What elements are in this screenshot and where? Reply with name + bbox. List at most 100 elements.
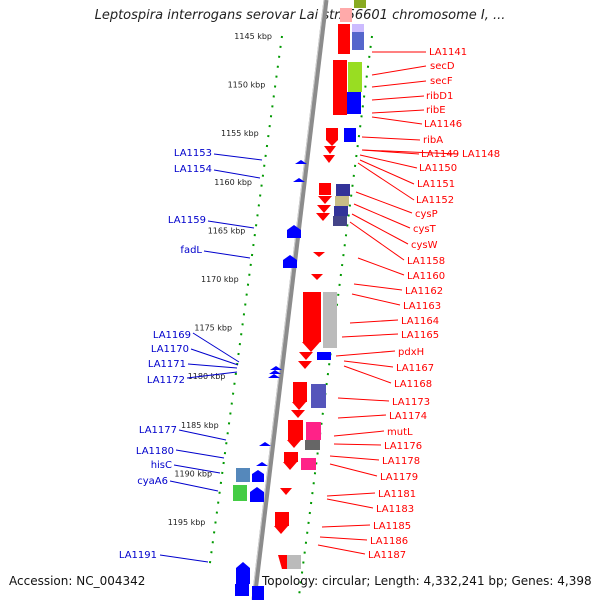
gene-feature[interactable] [274,526,288,534]
gene-label-la1185[interactable]: LA1185 [373,521,411,532]
gene-feature[interactable] [344,128,356,142]
gene-label-ribe[interactable]: ribE [426,105,446,116]
gene-feature[interactable] [348,62,362,92]
gene-feature[interactable] [335,196,349,206]
gene-feature[interactable] [334,206,348,216]
gene-label-la1146[interactable]: LA1146 [424,119,462,130]
gene-feature[interactable] [352,30,364,50]
gene-label-la1149[interactable]: LA1149 [421,149,459,160]
gene-feature[interactable] [323,292,337,348]
gene-label-ribd1[interactable]: ribD1 [426,91,453,102]
gene-label-cyaa6[interactable]: cyaA6 [137,476,168,487]
gene-feature[interactable] [326,128,338,146]
gene-feature[interactable] [340,8,352,22]
gene-feature[interactable] [293,178,305,182]
gene-feature[interactable] [252,586,264,600]
gene-feature[interactable] [317,352,331,360]
gene-label-la1191[interactable]: LA1191 [119,550,157,561]
gene-label-la1152[interactable]: LA1152 [416,195,454,206]
gene-label-la1165[interactable]: LA1165 [401,330,439,341]
gene-feature[interactable] [284,452,298,462]
gene-label-pdxh[interactable]: pdxH [398,347,424,358]
gene-feature[interactable] [318,196,332,204]
gene-label-la1177[interactable]: LA1177 [139,425,177,436]
gene-feature[interactable] [299,352,313,360]
gene-label-secf[interactable]: secF [430,76,453,87]
gene-feature[interactable] [333,216,347,226]
gene-feature[interactable] [270,366,282,370]
gene-feature[interactable] [303,292,321,342]
gene-feature[interactable] [347,92,361,114]
gene-feature[interactable] [259,442,271,446]
gene-label-la1170[interactable]: LA1170 [151,344,189,355]
gene-label-la1172[interactable]: LA1172 [147,375,185,386]
gene-label-la1181[interactable]: LA1181 [378,489,416,500]
gene-feature[interactable] [301,458,316,470]
gene-feature[interactable] [236,562,250,584]
gene-feature[interactable] [280,488,292,495]
gene-label-la1148[interactable]: LA1148 [462,149,500,160]
gene-label-la1180[interactable]: LA1180 [136,446,174,457]
gene-feature[interactable] [287,440,301,448]
gene-feature[interactable] [283,255,297,268]
gene-feature[interactable] [336,184,350,196]
gene-label-la1171[interactable]: LA1171 [148,359,186,370]
gene-feature[interactable] [252,470,264,482]
gene-feature[interactable] [311,384,326,408]
gene-feature[interactable] [269,370,281,374]
gene-label-la1174[interactable]: LA1174 [389,411,427,422]
gene-feature[interactable] [306,422,321,440]
gene-feature[interactable] [235,584,249,596]
gene-feature[interactable] [316,213,330,221]
gene-feature[interactable] [354,0,366,8]
gene-label-la1169[interactable]: LA1169 [153,330,191,341]
gene-label-la1178[interactable]: LA1178 [382,456,420,467]
gene-label-la1162[interactable]: LA1162 [405,286,443,297]
gene-label-la1160[interactable]: LA1160 [407,271,445,282]
gene-label-hisc[interactable]: hisC [151,460,172,471]
gene-label-cyst[interactable]: cysT [413,224,437,235]
gene-feature[interactable] [317,205,331,213]
gene-feature[interactable] [295,160,307,164]
gene-label-riba[interactable]: ribA [423,135,443,146]
gene-feature[interactable] [236,468,250,482]
gene-feature[interactable] [288,420,303,440]
gene-feature[interactable] [324,146,336,154]
gene-label-la1164[interactable]: LA1164 [401,316,439,327]
gene-label-mutl[interactable]: mutL [387,427,413,438]
gene-label-la1151[interactable]: LA1151 [417,179,455,190]
gene-feature[interactable] [319,183,331,195]
gene-label-la1163[interactable]: LA1163 [403,301,441,312]
gene-label-la1186[interactable]: LA1186 [370,536,408,547]
gene-feature[interactable] [278,555,287,569]
gene-feature[interactable] [302,342,320,352]
gene-label-la1158[interactable]: LA1158 [407,256,445,267]
gene-feature[interactable] [268,374,280,378]
gene-label-la1153[interactable]: LA1153 [174,148,212,159]
gene-feature[interactable] [305,440,320,450]
gene-label-la1167[interactable]: LA1167 [396,363,434,374]
gene-feature[interactable] [338,24,350,54]
gene-label-la1150[interactable]: LA1150 [419,163,457,174]
gene-label-fadl[interactable]: fadL [180,245,202,256]
gene-label-la1154[interactable]: LA1154 [174,164,212,175]
gene-feature[interactable] [287,555,301,569]
gene-label-la1183[interactable]: LA1183 [376,504,414,515]
gene-label-la1179[interactable]: LA1179 [380,472,418,483]
gene-feature[interactable] [233,485,247,501]
gene-label-la1176[interactable]: LA1176 [384,441,422,452]
gene-feature[interactable] [283,462,297,470]
gene-feature[interactable] [352,24,364,32]
gene-feature[interactable] [298,361,312,369]
gene-label-la1173[interactable]: LA1173 [392,397,430,408]
gene-feature[interactable] [287,225,301,238]
gene-feature[interactable] [291,410,305,418]
gene-feature[interactable] [292,402,306,410]
gene-label-la1168[interactable]: LA1168 [394,379,432,390]
gene-feature[interactable] [256,462,268,466]
gene-feature[interactable] [275,512,289,526]
gene-label-la1141[interactable]: LA1141 [429,47,467,58]
gene-label-cysp[interactable]: cysP [415,209,438,220]
gene-feature[interactable] [313,252,325,257]
gene-feature[interactable] [293,382,307,402]
